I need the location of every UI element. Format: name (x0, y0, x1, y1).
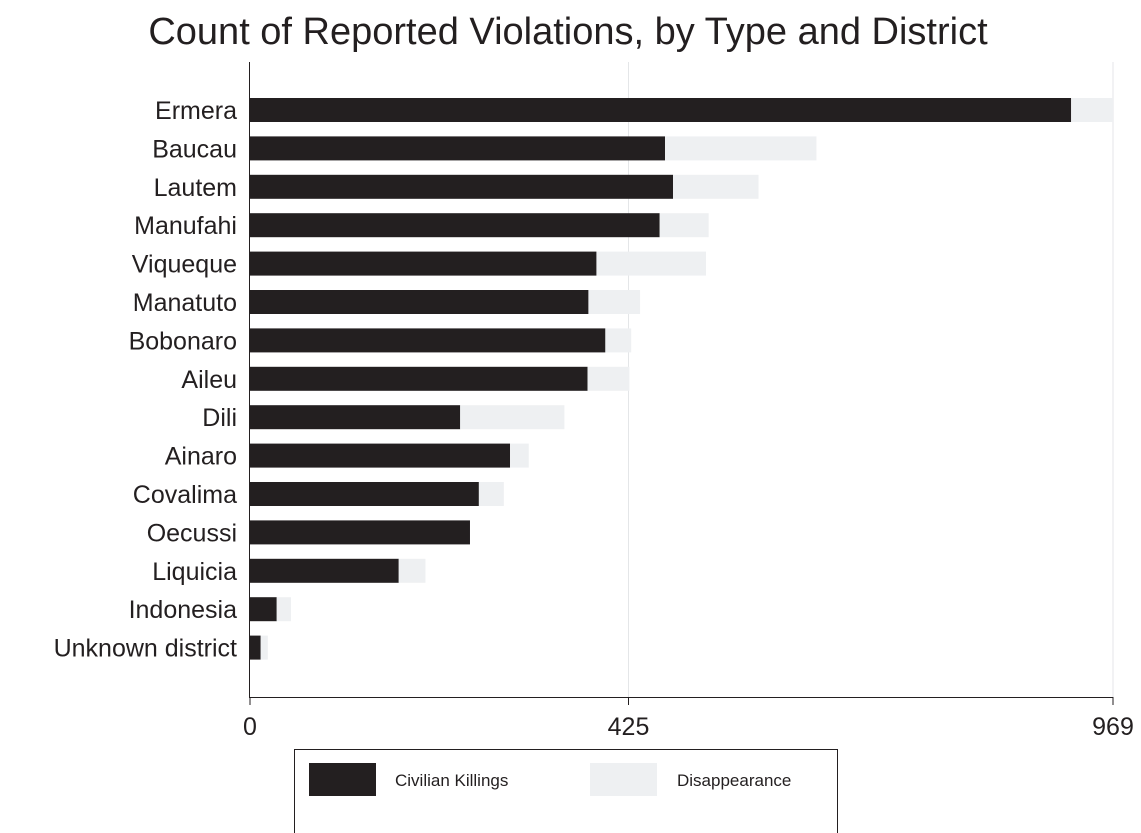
category-label-baucau: Baucau (152, 135, 237, 163)
bar-ainaro-civilian-killings (250, 443, 511, 468)
bar-dili-disappearance (460, 405, 565, 430)
category-label-dili: Dili (202, 404, 237, 432)
legend-swatch-disappearance (590, 763, 657, 796)
bar-viqueque-disappearance (596, 251, 706, 276)
tick-label-425: 425 (608, 713, 650, 741)
legend-label-disappearance: Disappearance (677, 771, 791, 790)
bar-liquicia-disappearance (398, 558, 426, 583)
category-label-oecussi: Oecussi (147, 519, 237, 547)
category-label-lautem: Lautem (154, 174, 237, 202)
tick-label-0: 0 (243, 713, 257, 741)
bar-manatuto-disappearance (588, 290, 641, 314)
bar-indonesia-civilian-killings (250, 597, 277, 622)
x-axis-ticks: 0 425 969 (243, 697, 1134, 741)
bar-dili-civilian-killings (250, 405, 461, 430)
legend-swatch-civilian-killings (309, 763, 376, 796)
bar-covalima-disappearance (478, 482, 504, 506)
bar-unknown-district-civilian-killings (250, 635, 261, 660)
legend-label-civilian-killings: Civilian Killings (395, 771, 508, 790)
bar-manufahi-civilian-killings (250, 213, 660, 238)
category-label-aileu: Aileu (181, 366, 237, 394)
bar-ermera-disappearance (1071, 98, 1113, 122)
tick-label-969: 969 (1092, 713, 1134, 741)
bar-manufahi-disappearance (659, 213, 709, 238)
bar-liquicia-civilian-killings (250, 558, 399, 583)
bars (250, 98, 1113, 660)
legend: Civilian Killings Disappearance (294, 749, 838, 833)
category-label-viqueque: Viqueque (132, 251, 237, 279)
category-label-manatuto: Manatuto (133, 289, 237, 317)
bar-bobonaro-disappearance (605, 328, 632, 353)
bar-aileu-civilian-killings (250, 366, 588, 391)
bar-manatuto-civilian-killings (250, 290, 589, 314)
bar-unknown-district-disappearance (260, 635, 268, 660)
bar-bobonaro-civilian-killings (250, 328, 606, 353)
category-label-unknown-district: Unknown district (54, 635, 237, 663)
category-label-ermera: Ermera (155, 97, 237, 125)
category-labels: Ermera Baucau Lautem Manufahi Viqueque Manatu… (54, 97, 237, 663)
bar-covalima-civilian-killings (250, 482, 479, 506)
category-label-indonesia: Indonesia (129, 596, 238, 624)
category-label-ainaro: Ainaro (165, 443, 237, 471)
bar-lautem-disappearance (673, 174, 759, 199)
chart-title: Count of Reported Violations, by Type an… (148, 11, 988, 53)
bar-baucau-disappearance (665, 136, 817, 161)
bar-aileu-disappearance (587, 366, 630, 391)
category-label-covalima: Covalima (133, 481, 237, 509)
legend-items: Civilian Killings Disappearance (309, 763, 791, 796)
bar-oecussi-civilian-killings (250, 520, 470, 545)
bar-baucau-civilian-killings (250, 136, 666, 161)
category-label-manufahi: Manufahi (134, 212, 237, 240)
category-label-bobonaro: Bobonaro (129, 327, 237, 355)
bar-ainaro-disappearance (510, 443, 529, 468)
bar-indonesia-disappearance (276, 597, 291, 622)
bar-lautem-civilian-killings (250, 174, 674, 199)
bar-viqueque-civilian-killings (250, 251, 597, 276)
legend-frame (294, 749, 838, 833)
bar-ermera-civilian-killings (250, 98, 1072, 122)
category-label-liquicia: Liquicia (152, 558, 237, 586)
